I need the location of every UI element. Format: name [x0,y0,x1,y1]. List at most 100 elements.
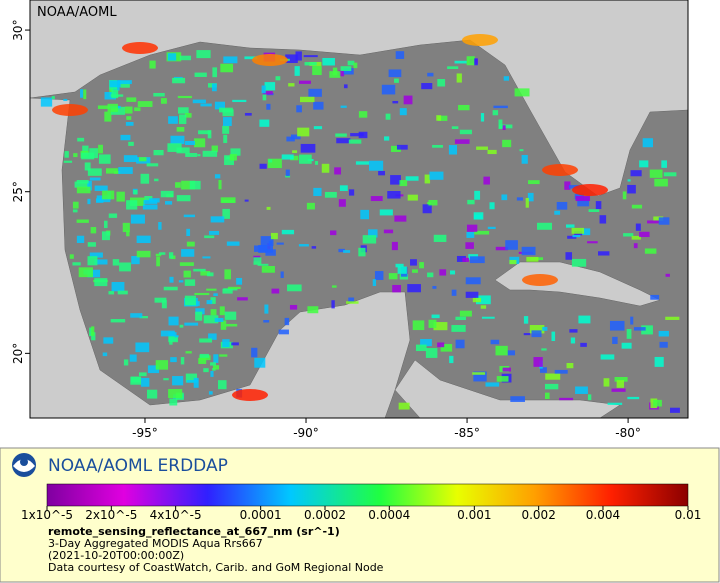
pixel-patch [374,271,384,280]
pixel-patch [466,224,478,232]
pixel-patch [480,113,485,122]
pixel-patch [653,216,664,221]
pixel-patch [184,279,196,286]
pixel-patch [598,251,610,256]
pixel-patch [296,105,302,113]
pixel-patch [186,241,195,247]
pixel-patch [261,85,266,94]
pixel-patch [395,263,404,268]
pixel-patch [107,103,118,112]
pixel-patch [264,304,269,314]
pixel-patch [82,145,89,155]
pixel-patch [117,290,128,295]
pixel-patch [529,325,545,334]
pixel-patch [153,92,165,97]
pixel-patch [419,262,424,269]
pixel-patch [200,271,211,276]
pixel-patch [203,368,209,373]
pixel-patch [126,116,132,120]
pixel-patch [262,91,273,95]
pixel-patch [623,233,634,237]
pixel-patch [225,323,238,327]
pixel-patch [343,68,354,75]
pixel-patch [496,376,509,382]
pixel-patch [156,256,160,267]
pixel-patch [358,247,366,257]
pixel-patch [168,116,178,124]
pixel-patch [285,169,290,177]
pixel-patch [194,292,210,296]
colorbar-tick-label: 0.004 [586,508,620,522]
pixel-patch [237,297,248,301]
pixel-patch [155,360,169,370]
pixel-patch [542,326,548,331]
pixel-patch [210,371,214,377]
pixel-patch [104,111,112,122]
pixel-patch [122,222,130,233]
pixel-patch [288,83,295,87]
pixel-patch [566,363,574,369]
pixel-patch [405,176,419,181]
pixel-patch [257,263,269,266]
pixel-patch [108,213,118,218]
pixel-patch [633,327,646,331]
pixel-patch [554,210,561,215]
pixel-patch [104,91,117,100]
pixel-patch [332,67,338,76]
colorbar-ticks: 1x10^-5 2x10^-5 4x10^-5 0.0001 0.0002 0.0004 0… [21,506,701,522]
pixel-patch [222,339,230,348]
pixel-patch [600,354,615,360]
pixel-patch [286,136,295,142]
pixel-patch [575,196,591,202]
pixel-patch [97,105,110,109]
pixel-patch [545,373,561,380]
pixel-patch [448,145,457,155]
pixel-patch [63,160,73,163]
pixel-patch [265,249,276,256]
pixel-patch [492,110,499,116]
pixel-patch [181,180,196,190]
colorbar-tick-label: 2x10^-5 [85,508,137,522]
pixel-patch [91,332,96,341]
pixel-patch [568,185,580,189]
pixel-patch [458,104,470,111]
pixel-patch [120,80,130,88]
pixel-patch [208,333,217,340]
pixel-patch [658,330,669,337]
pixel-patch [559,397,574,401]
pixel-patch [98,144,103,154]
pixel-patch [502,139,512,148]
pixel-patch [64,151,69,158]
pixel-patch [485,382,500,387]
pixel-patch [669,407,680,413]
pixel-patch [214,317,224,322]
dataset: 3-Day Aggregated MODIS Aqua Rrs667 [48,537,263,550]
colorbar-tick-label: 0.01 [675,508,702,522]
pixel-patch [224,269,231,280]
pixel-patch [431,314,440,319]
pixel-patch [336,138,351,144]
pixel-patch [507,350,516,356]
legend-panel [0,447,720,583]
pixel-patch [72,209,78,213]
pixel-patch [350,133,364,137]
pixel-patch [222,208,230,219]
pixel-patch [83,89,87,100]
pixel-patch [394,78,399,83]
pixel-patch [185,351,192,354]
pixel-patch [490,339,500,345]
pixel-patch [476,295,491,305]
pixel-patch [427,272,434,278]
pixel-patch [436,115,442,121]
pixel-patch [84,162,91,171]
pixel-patch [167,143,182,152]
pixel-patch [231,342,239,346]
pixel-patch [526,256,539,262]
pixel-patch [544,383,559,390]
pixel-patch [281,229,295,235]
lon-tick-label: -85° [454,426,480,440]
pixel-patch [412,269,418,273]
pixel-patch [80,89,84,98]
pixel-patch [440,344,453,352]
